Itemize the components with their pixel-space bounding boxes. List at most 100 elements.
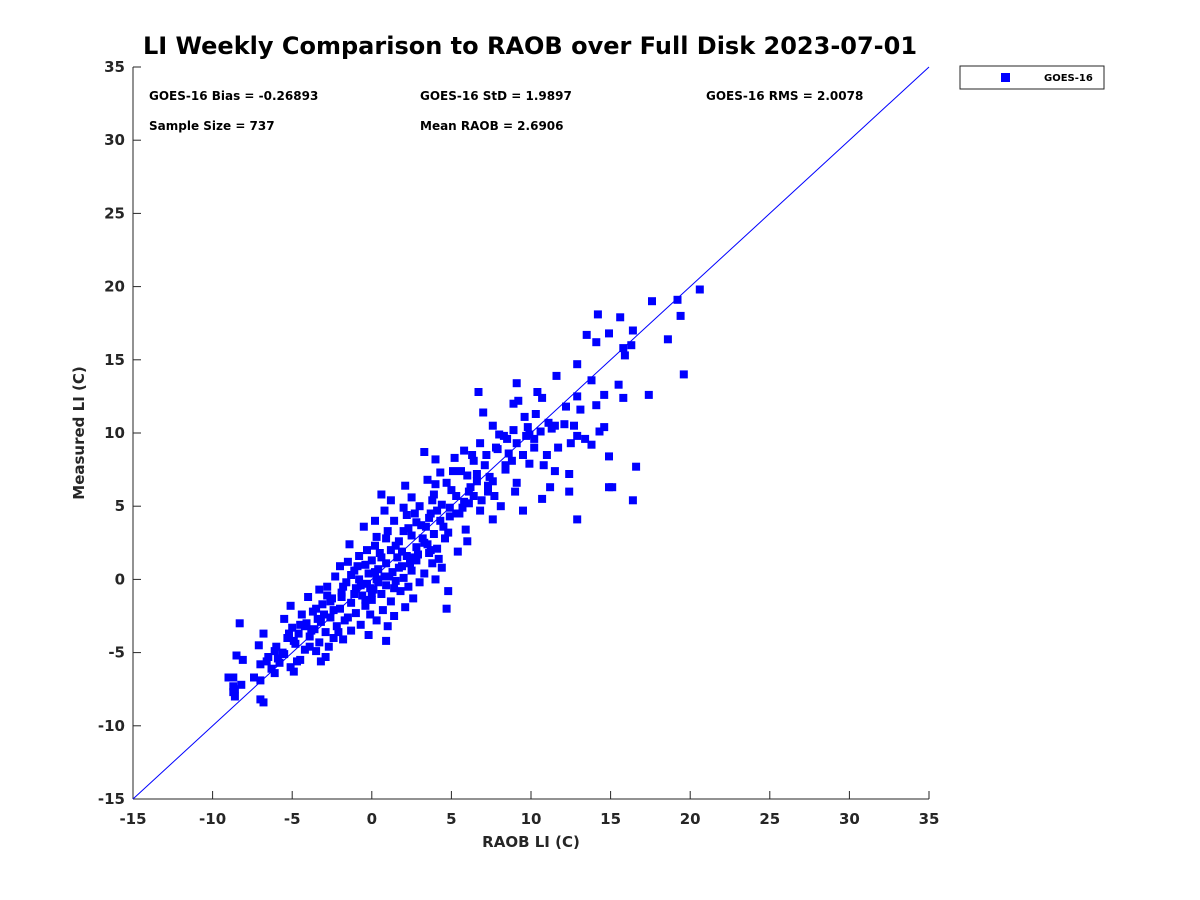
scatter-point (394, 563, 403, 572)
scatter-point (482, 451, 491, 459)
scatter-point (573, 515, 582, 524)
scatter-point (531, 410, 540, 418)
scatter-point (600, 423, 609, 432)
scatter-point (262, 657, 271, 666)
scatter-point (280, 650, 289, 659)
stat-mean-raob: Mean RAOB = 2.6906 (420, 119, 564, 133)
scatter-point (342, 578, 351, 587)
scatter-point (398, 547, 406, 556)
scatter-point (361, 560, 370, 569)
scatter-point (410, 509, 419, 518)
scatter-point (337, 588, 346, 597)
scatter-point (415, 502, 424, 511)
legend-marker-icon (1001, 73, 1010, 82)
scatter-point (447, 486, 456, 495)
scatter-point (436, 516, 445, 525)
scatter-point (320, 610, 328, 619)
y-tick-label: -10 (98, 717, 125, 735)
scatter-point (412, 518, 421, 527)
scatter-point (423, 540, 432, 549)
scatter-point (383, 527, 392, 536)
scatter-point (305, 632, 314, 641)
scatter-point (453, 547, 462, 556)
x-tick-label: 5 (446, 810, 456, 828)
scatter-point (573, 392, 582, 401)
scatter-point (229, 673, 238, 682)
scatter-point (648, 297, 656, 306)
scatter-point (391, 576, 400, 585)
scatter-point (608, 483, 617, 492)
y-tick-label: 10 (104, 424, 125, 442)
scatter-point (433, 506, 442, 515)
scatter-point (372, 532, 381, 541)
scatter-point (235, 619, 244, 628)
scatter-point (402, 511, 411, 519)
scatter-point (463, 471, 472, 480)
scatter-point (315, 638, 324, 647)
stat-sample-size: Sample Size = 737 (149, 119, 275, 133)
scatter-point (423, 475, 432, 484)
scatter-point (619, 344, 628, 353)
scatter-point (382, 559, 391, 568)
scatter-point (296, 620, 305, 629)
scatter-point (414, 550, 422, 559)
scatter-point (565, 487, 574, 496)
scatter-point (380, 506, 389, 515)
y-tick-label: -5 (108, 644, 125, 662)
scatter-point (347, 598, 356, 607)
scatter-point (614, 380, 623, 389)
scatter-point (469, 456, 478, 465)
scatter-point (488, 515, 497, 524)
scatter-point (429, 490, 438, 499)
scatter-point (619, 393, 628, 402)
scatter-point (477, 496, 486, 505)
scatter-point (420, 448, 429, 456)
x-tick-label: 30 (839, 810, 860, 828)
scatter-point (404, 582, 413, 591)
scatter-point (592, 338, 601, 347)
scatter-point (377, 490, 386, 499)
scatter-point (270, 669, 279, 678)
scatter-point (582, 330, 591, 339)
scatter-point (417, 521, 426, 530)
scatter-point (367, 588, 376, 597)
scatter-point (390, 612, 399, 620)
scatter-point (450, 453, 459, 462)
scatter-point (394, 537, 403, 546)
scatter-point (632, 462, 641, 471)
y-axis-ticks: -15 -10 -5 0 5 10 15 20 25 30 35 (98, 58, 141, 808)
scatter-point (371, 516, 379, 525)
scatter-point (476, 439, 485, 448)
y-tick-label: 25 (104, 204, 125, 222)
scatter-point (501, 465, 510, 474)
x-tick-label: 35 (919, 810, 940, 828)
scatter-point (434, 554, 443, 563)
scatter-point (385, 572, 394, 581)
scatter-point (522, 431, 531, 440)
scatter-point (444, 528, 453, 537)
scatter-point (466, 483, 475, 492)
scatter-point (312, 647, 321, 656)
scatter-point (445, 512, 454, 521)
y-tick-label: 35 (104, 58, 125, 76)
scatter-points (224, 285, 704, 707)
scatter-point (679, 370, 688, 379)
scatter-point (480, 461, 489, 470)
x-tick-label: -10 (199, 810, 226, 828)
scatter-point (363, 546, 371, 555)
scatter-point (386, 496, 395, 505)
scatter-point (399, 573, 408, 582)
scatter-point (426, 509, 435, 518)
scatter-point (479, 408, 488, 417)
scatter-point (425, 513, 434, 522)
scatter-point (464, 487, 473, 496)
scatter-point (367, 556, 376, 565)
scatter-point (353, 562, 362, 571)
scatter-point (464, 499, 473, 508)
x-axis-label: RAOB LI (C) (482, 833, 580, 851)
scatter-point (663, 335, 672, 344)
scatter-point (339, 582, 348, 591)
scatter-point (460, 497, 469, 506)
scatter-point (587, 440, 596, 449)
scatter-point (355, 552, 364, 560)
